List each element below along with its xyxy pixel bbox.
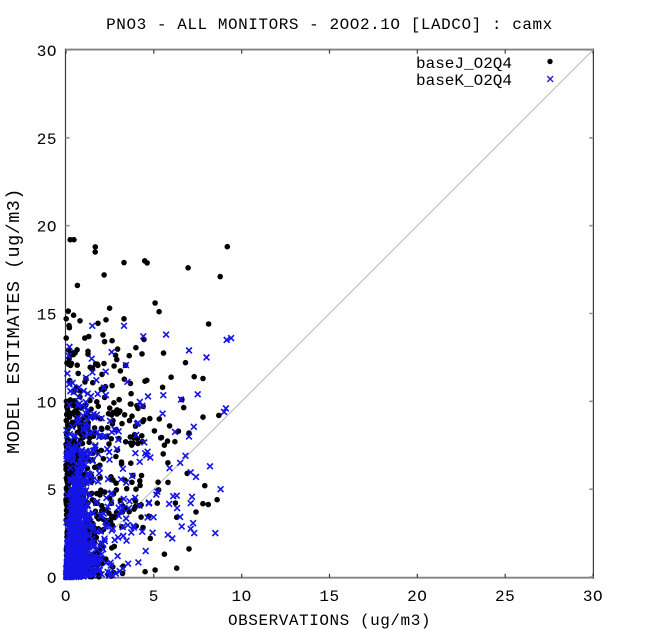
svg-text:3O: 3O	[37, 43, 57, 61]
svg-text:OBSERVATIONS (ug/m3): OBSERVATIONS (ug/m3)	[228, 612, 431, 629]
svg-text:15: 15	[319, 588, 339, 606]
svg-text:2O: 2O	[407, 588, 427, 606]
svg-text:5: 5	[149, 588, 159, 606]
svg-text:baseJ_O2Q4: baseJ_O2Q4	[416, 55, 512, 73]
svg-text:O: O	[47, 570, 57, 588]
svg-text:baseK_O2Q4: baseK_O2Q4	[416, 72, 512, 90]
svg-text:25: 25	[495, 588, 515, 606]
svg-text:25: 25	[37, 131, 57, 149]
svg-text:MODEL ESTIMATES (ug/m3): MODEL ESTIMATES (ug/m3)	[4, 188, 25, 454]
svg-text:2O: 2O	[37, 219, 57, 237]
svg-text:PNO3 - ALL MONITORS - 2OO2.1O: PNO3 - ALL MONITORS - 2OO2.1O [LADCO] : …	[106, 16, 553, 34]
svg-text:1O: 1O	[37, 394, 57, 412]
svg-text:O: O	[61, 588, 71, 606]
svg-text:5: 5	[47, 482, 57, 500]
svg-text:15: 15	[37, 307, 57, 325]
svg-text:1O: 1O	[232, 588, 252, 606]
svg-text:3O: 3O	[583, 588, 603, 606]
